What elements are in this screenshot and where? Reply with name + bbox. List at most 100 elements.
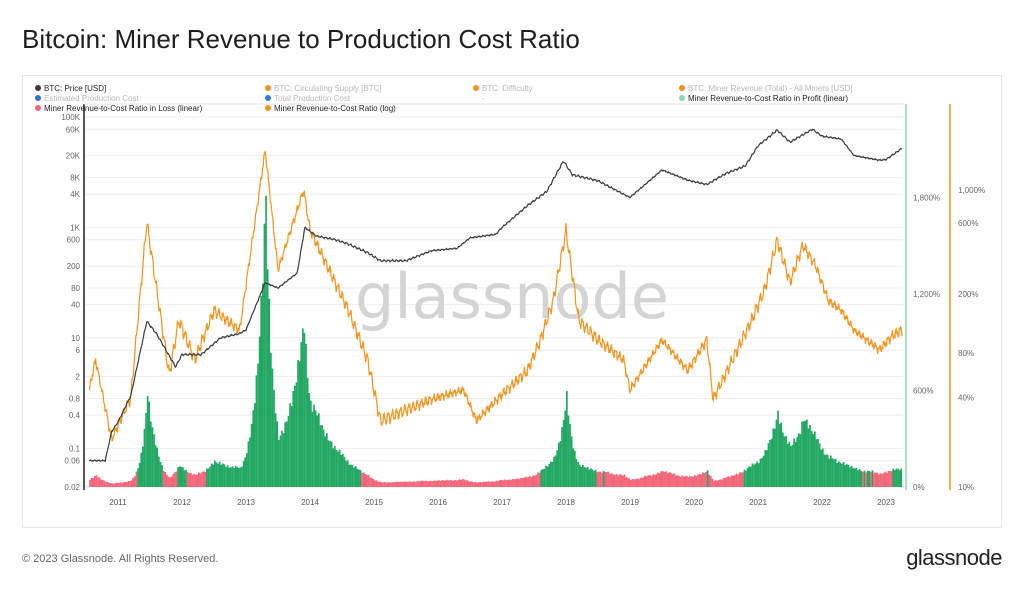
legend-item[interactable]: BTC: Difficulty (482, 84, 533, 93)
ratio-bar (441, 480, 443, 487)
ratio-bar (273, 390, 275, 487)
price-tick-label: 2 (76, 373, 81, 382)
ratio-bar (178, 466, 181, 487)
ratio-bar (388, 482, 391, 487)
ratio-bar (185, 469, 187, 487)
legend-item[interactable]: BTC: Price [USD] (44, 84, 106, 93)
ratio-bar (626, 477, 629, 487)
ratio-bar (596, 472, 599, 487)
legend-item[interactable]: Miner Revenue-to-Cost Ratio in Profit (l… (688, 94, 848, 103)
legend-marker (473, 85, 479, 91)
ratio-bar (847, 464, 850, 487)
ratio-bar (162, 470, 165, 487)
ratio-bar (825, 454, 827, 487)
price-tick-label: 0.02 (64, 483, 80, 492)
ratio-bar (110, 483, 112, 487)
ratio-bar (300, 341, 303, 487)
ratio-bar (314, 410, 317, 487)
legend-item[interactable]: Total Production Cost (274, 94, 351, 103)
legend-marker (35, 85, 41, 91)
ratio-bar (671, 474, 674, 487)
ratio-bar (434, 480, 437, 487)
ratio-bar (452, 480, 455, 487)
ratio-bar (206, 468, 208, 487)
ratio-bar (249, 437, 251, 487)
ratio-bar (722, 477, 725, 487)
legend-item[interactable]: Estimated Production Cost (44, 94, 139, 103)
ratio-bar (604, 472, 607, 487)
ratio-bar (281, 430, 283, 487)
ratio-bar (486, 481, 488, 487)
ratio-bar (812, 434, 815, 487)
ratio-bar (409, 481, 411, 487)
ratio-bar (676, 475, 679, 487)
ratio-bar (194, 474, 197, 487)
ratio-bar (695, 475, 698, 487)
ratio-bar (850, 465, 853, 487)
ratio-bar (346, 460, 349, 487)
ratio-bar (463, 479, 466, 487)
price-tick-label: 0.1 (69, 444, 81, 453)
ratio-bar (263, 223, 266, 487)
ratio-bar (105, 481, 107, 487)
legend-item[interactable]: BTC: Circulating Supply [BTC] (274, 84, 382, 93)
legend-item[interactable]: - (482, 94, 485, 103)
ratio-bar (511, 479, 514, 487)
price-tick-label: 8K (70, 174, 80, 183)
ratio-bar (855, 467, 858, 487)
legend-item[interactable]: Miner Revenue-to-Cost Ratio in Loss (lin… (44, 104, 203, 113)
ratio-bar (634, 479, 637, 487)
ratio-bar (404, 481, 407, 487)
ratio-bar (103, 480, 106, 487)
ratio-tick-label: 10% (958, 483, 974, 492)
ratio-bar (204, 471, 207, 487)
ratio-bar (842, 461, 845, 487)
ratio-bar (97, 477, 99, 487)
ratio-bar (873, 472, 875, 487)
ratio-bar (690, 476, 693, 487)
ratio-bar (134, 476, 136, 487)
ratio-bar (159, 461, 162, 487)
ratio-bar (646, 476, 648, 487)
ratio-bar (410, 482, 413, 487)
ratio-bar (102, 480, 104, 487)
ratio-bar (599, 471, 602, 487)
ratio-bar (119, 482, 122, 487)
ratio-bar (826, 454, 829, 487)
price-tick-label: 200 (67, 262, 81, 271)
ratio-bar (871, 470, 874, 487)
ratio-bar (602, 470, 605, 487)
legend-item[interactable]: BTC: Miner Revenue (Total) - All Miners … (688, 84, 853, 93)
ratio-bar (719, 479, 722, 487)
ratio-bar (686, 475, 688, 487)
ratio-bar (271, 368, 274, 487)
ratio-bar (258, 336, 261, 487)
ratio-bar (396, 481, 399, 487)
ratio-bar (490, 481, 493, 487)
ratio-bar (559, 441, 562, 487)
ratio-bar (642, 477, 645, 487)
ratio-bar (311, 411, 314, 487)
ratio-tick-label: 1,000% (958, 186, 985, 195)
ratio-bar (537, 472, 539, 487)
ratio-bar (358, 469, 360, 487)
ratio-bar (225, 466, 227, 487)
ratio-bar (287, 415, 290, 487)
ratio-bar (730, 475, 733, 487)
profit-tick-label: 1,200% (913, 290, 940, 299)
legend-item[interactable]: Miner Revenue-to-Cost Ratio (log) (274, 104, 396, 113)
ratio-bar (804, 420, 807, 487)
ratio-bar (514, 479, 517, 487)
ratio-bar (894, 470, 896, 487)
legend-marker (35, 95, 41, 101)
ratio-bar (106, 481, 109, 487)
ratio-bar (340, 454, 343, 487)
ratio-bar (734, 475, 736, 487)
ratio-bar (356, 468, 359, 487)
ratio-bar (366, 475, 368, 487)
ratio-bar (866, 470, 869, 487)
ratio-bar (794, 441, 797, 487)
ratio-bar (649, 474, 651, 487)
ratio-bar (575, 459, 578, 487)
ratio-bar (217, 463, 219, 487)
